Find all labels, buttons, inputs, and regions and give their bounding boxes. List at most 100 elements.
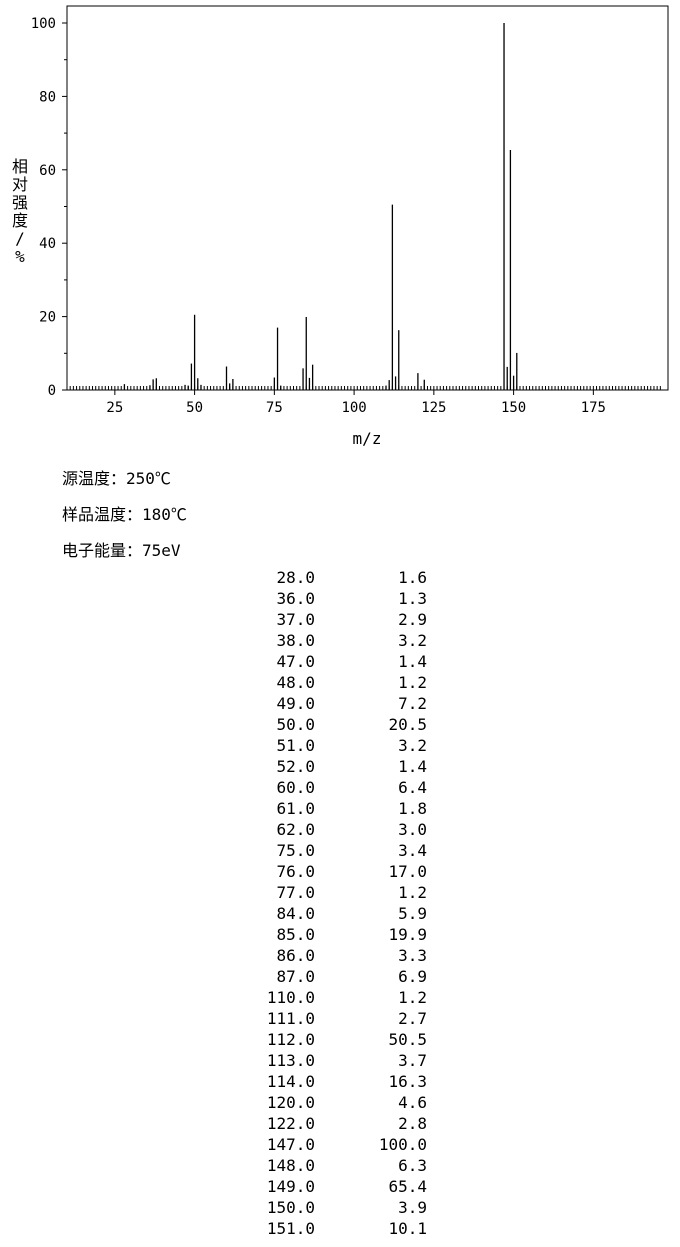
x-tick-label: 25: [106, 400, 123, 416]
mz-value: 87.0: [276, 967, 315, 986]
y-axis-ticks: 0 20 40 60 80 100: [31, 16, 67, 399]
table-row: 37.0 2.9: [240, 609, 440, 630]
x-minor-ticks: [69, 386, 661, 390]
abundance-value: 5.9: [398, 904, 427, 923]
x-axis-ticks: 25 50 75 100 125 150 175: [106, 390, 606, 416]
abundance-value: 2.7: [398, 1009, 427, 1028]
abundance-value: 20.5: [388, 715, 427, 734]
table-row: 87.0 6.9: [240, 966, 440, 987]
abundance-value: 1.4: [398, 652, 427, 671]
mz-value: 52.0: [276, 757, 315, 776]
mz-value: 37.0: [276, 610, 315, 629]
condition-label: 样品温度：: [62, 505, 143, 524]
table-row: 149.0 65.4: [240, 1176, 440, 1197]
abundance-value: 3.7: [398, 1051, 427, 1070]
abundance-value: 1.2: [398, 673, 427, 692]
mz-value: 112.0: [266, 1030, 315, 1049]
table-row: 36.0 1.3: [240, 588, 440, 609]
plot-frame: [66, 5, 669, 391]
x-tick-label: 100: [341, 400, 366, 416]
table-row: 151.0 10.1: [240, 1218, 440, 1239]
mz-value: 48.0: [276, 673, 315, 692]
mz-value: 75.0: [276, 841, 315, 860]
mz-value: 151.0: [266, 1219, 315, 1238]
abundance-value: 3.4: [398, 841, 427, 860]
mz-value: 147.0: [266, 1135, 315, 1154]
y-tick-label: 80: [39, 89, 56, 105]
condition-line: 样品温度：180℃: [62, 501, 187, 525]
table-row: 47.0 1.4: [240, 651, 440, 672]
y-axis-label: 相对强度/%: [12, 157, 28, 266]
x-tick-label: 125: [421, 400, 446, 416]
mz-value: 77.0: [276, 883, 315, 902]
table-row: 114.0 16.3: [240, 1071, 440, 1092]
condition-value: 75eV: [142, 541, 181, 560]
abundance-value: 1.3: [398, 589, 427, 608]
mz-value: 60.0: [276, 778, 315, 797]
mz-value: 50.0: [276, 715, 315, 734]
condition-line: 电子能量：75eV: [62, 537, 181, 561]
abundance-value: 1.2: [398, 988, 427, 1007]
table-row: 122.0 2.8: [240, 1113, 440, 1134]
table-row: 150.0 3.9: [240, 1197, 440, 1218]
table-row: 77.0 1.2: [240, 882, 440, 903]
abundance-value: 3.2: [398, 631, 427, 650]
mz-value: 120.0: [266, 1093, 315, 1112]
table-row: 60.0 6.4: [240, 777, 440, 798]
table-row: 148.0 6.3: [240, 1155, 440, 1176]
mz-value: 28.0: [276, 568, 315, 587]
mz-value: 47.0: [276, 652, 315, 671]
condition-value: 250℃: [126, 469, 171, 488]
abundance-value: 3.2: [398, 736, 427, 755]
table-row: 52.0 1.4: [240, 756, 440, 777]
abundance-value: 6.4: [398, 778, 427, 797]
y-tick-label: 20: [39, 310, 56, 326]
mz-value: 51.0: [276, 736, 315, 755]
mz-value: 114.0: [266, 1072, 315, 1091]
abundance-value: 1.2: [398, 883, 427, 902]
mz-value: 148.0: [266, 1156, 315, 1175]
peak-table: 28.0 1.6 36.0 1.3 37.0 2.9 38.0 3.2 47.0 1.4 48.0 1…: [240, 567, 440, 1239]
table-row: 110.0 1.2: [240, 987, 440, 1008]
abundance-value: 6.9: [398, 967, 427, 986]
mz-value: 149.0: [266, 1177, 315, 1196]
x-tick-label: 150: [501, 400, 526, 416]
table-row: 84.0 5.9: [240, 903, 440, 924]
mz-value: 38.0: [276, 631, 315, 650]
abundance-value: 4.6: [398, 1093, 427, 1112]
table-row: 120.0 4.6: [240, 1092, 440, 1113]
table-row: 75.0 3.4: [240, 840, 440, 861]
abundance-value: 50.5: [388, 1030, 427, 1049]
mz-value: 122.0: [266, 1114, 315, 1133]
mz-value: 111.0: [266, 1009, 315, 1028]
abundance-value: 19.9: [388, 925, 427, 944]
mz-value: 150.0: [266, 1198, 315, 1217]
abundance-value: 16.3: [388, 1072, 427, 1091]
table-row: 49.0 7.2: [240, 693, 440, 714]
condition-value: 180℃: [142, 505, 187, 524]
abundance-value: 2.9: [398, 610, 427, 629]
abundance-value: 100.0: [378, 1135, 427, 1154]
abundance-value: 10.1: [388, 1219, 427, 1238]
y-tick-label: 100: [31, 16, 56, 32]
condition-label: 源温度：: [62, 469, 127, 488]
abundance-value: 2.8: [398, 1114, 427, 1133]
mz-value: 85.0: [276, 925, 315, 944]
table-row: 112.0 50.5: [240, 1029, 440, 1050]
y-tick-label: 0: [48, 383, 56, 399]
abundance-value: 65.4: [388, 1177, 427, 1196]
table-row: 147.0 100.0: [240, 1134, 440, 1155]
x-tick-label: 50: [186, 400, 203, 416]
table-row: 111.0 2.7: [240, 1008, 440, 1029]
table-row: 86.0 3.3: [240, 945, 440, 966]
table-row: 28.0 1.6: [240, 567, 440, 588]
mz-value: 36.0: [276, 589, 315, 608]
table-row: 50.0 20.5: [240, 714, 440, 735]
abundance-value: 1.8: [398, 799, 427, 818]
abundance-value: 6.3: [398, 1156, 427, 1175]
table-row: 61.0 1.8: [240, 798, 440, 819]
mz-value: 49.0: [276, 694, 315, 713]
x-axis-label: m/z: [353, 429, 382, 448]
abundance-value: 3.0: [398, 820, 427, 839]
y-tick-label: 60: [39, 163, 56, 179]
